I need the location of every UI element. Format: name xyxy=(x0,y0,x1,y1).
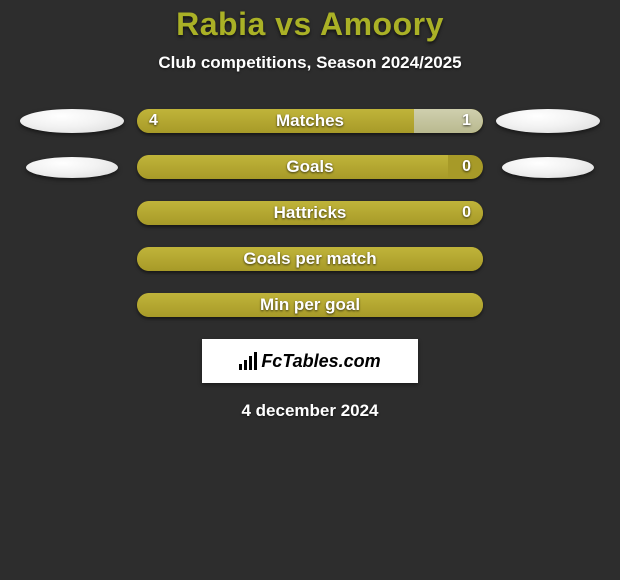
stat-row: Goals0 xyxy=(0,155,620,179)
stat-bar: Hattricks0 xyxy=(137,201,483,225)
stat-value-left: 4 xyxy=(149,109,158,133)
avatar-slot-right xyxy=(483,109,613,133)
stat-label: Hattricks xyxy=(137,201,483,225)
player-avatar-right xyxy=(502,157,594,178)
stat-label: Matches xyxy=(137,109,483,133)
stat-row: Matches4 1 xyxy=(0,109,620,133)
logo-text: FcTables.com xyxy=(261,351,380,372)
stat-value-right: 1 xyxy=(462,109,471,133)
avatar-slot-left xyxy=(7,109,137,133)
stat-bar: Goals per match xyxy=(137,247,483,271)
stat-bar: Matches4 1 xyxy=(137,109,483,133)
player-avatar-left xyxy=(20,109,124,133)
stats-card: Rabia vs Amoory Club competitions, Seaso… xyxy=(0,0,620,421)
stat-value-right: 0 xyxy=(462,155,471,179)
stat-value-right: 0 xyxy=(462,201,471,225)
logo: FcTables.com xyxy=(239,351,380,372)
subtitle: Club competitions, Season 2024/2025 xyxy=(0,53,620,73)
page-title: Rabia vs Amoory xyxy=(0,6,620,43)
date-text: 4 december 2024 xyxy=(0,401,620,421)
stat-row: Min per goal xyxy=(0,293,620,317)
stat-label: Min per goal xyxy=(137,293,483,317)
stat-bar: Min per goal xyxy=(137,293,483,317)
stat-row: Goals per match xyxy=(0,247,620,271)
chart-icon xyxy=(239,352,257,370)
stat-bar: Goals0 xyxy=(137,155,483,179)
stat-row: Hattricks0 xyxy=(0,201,620,225)
avatar-slot-left xyxy=(7,157,137,178)
logo-box[interactable]: FcTables.com xyxy=(202,339,418,383)
stat-label: Goals per match xyxy=(137,247,483,271)
player-avatar-right xyxy=(496,109,600,133)
stat-rows: Matches41Goals0Hattricks0Goals per match… xyxy=(0,109,620,317)
stat-label: Goals xyxy=(137,155,483,179)
player-avatar-left xyxy=(26,157,118,178)
avatar-slot-right xyxy=(483,157,613,178)
